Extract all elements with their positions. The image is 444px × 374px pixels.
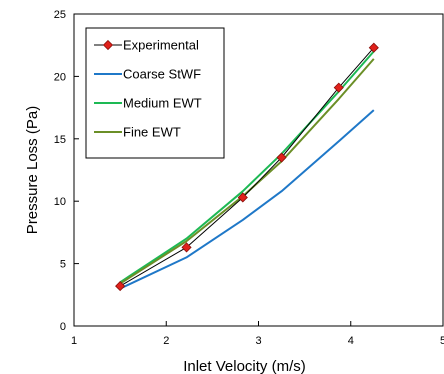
legend-label: Coarse StWF xyxy=(123,67,201,82)
legend: Experimental Coarse StWF Medium EWT Fine EW… xyxy=(85,27,225,159)
y-tick-label: 15 xyxy=(54,134,66,146)
legend-label: Medium EWT xyxy=(123,96,202,111)
x-tick-label: 3 xyxy=(255,335,261,347)
legend-box xyxy=(85,27,225,159)
series-line-medium-ewt xyxy=(119,50,375,284)
experimental-point xyxy=(368,42,379,53)
y-tick-label: 5 xyxy=(60,259,66,271)
y-tick-label: 20 xyxy=(54,71,66,83)
series-layer xyxy=(115,42,379,292)
x-tick-label: 1 xyxy=(71,335,77,347)
x-tick-label: 2 xyxy=(163,335,169,347)
experimental-point xyxy=(276,152,287,163)
axes-layer: 1 2 3 4 5 0 5 10 15 20 25 xyxy=(54,9,444,347)
series-line-experimental xyxy=(119,47,375,287)
y-tick-label: 10 xyxy=(54,196,66,208)
experimental-point xyxy=(115,280,126,292)
y-tick-label: 0 xyxy=(60,321,66,333)
y-axis-title: Pressure Loss (Pa) xyxy=(24,106,41,234)
x-tick-label: 5 xyxy=(440,335,444,347)
experimental-point xyxy=(333,82,344,93)
experimental-point xyxy=(237,192,248,203)
legend-label: Fine EWT xyxy=(123,125,181,140)
y-tick-label: 25 xyxy=(54,9,66,21)
experimental-point xyxy=(181,242,192,253)
legend-label: Experimental xyxy=(123,38,199,53)
series-line-fine-ewt xyxy=(119,58,375,285)
series-line-coarse-stwf xyxy=(119,109,375,290)
x-tick-label: 4 xyxy=(348,335,354,347)
x-axis-title: Inlet Velocity (m/s) xyxy=(183,358,306,374)
legend-marker xyxy=(102,39,114,51)
